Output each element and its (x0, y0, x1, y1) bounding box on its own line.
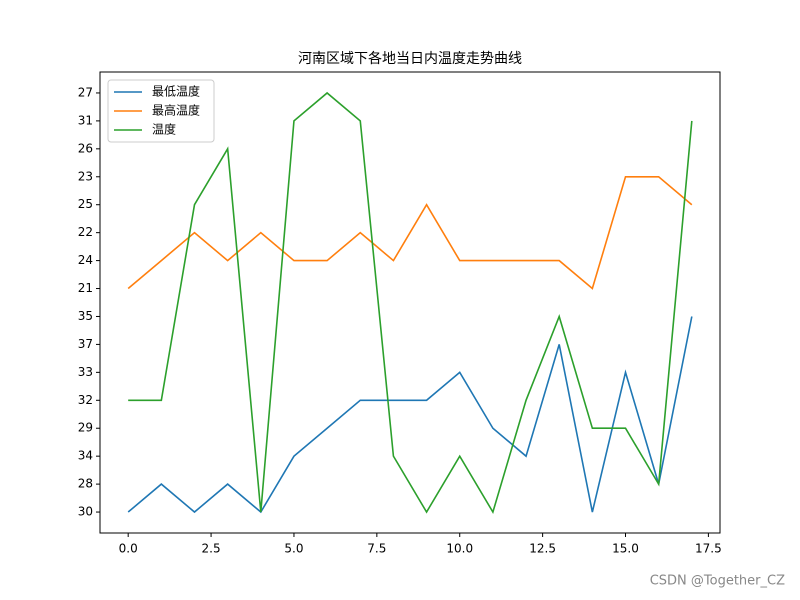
y-tick-label: 32 (78, 393, 93, 407)
series-line (128, 91, 693, 515)
x-tick-label: 10.0 (446, 542, 473, 556)
y-tick-label: 24 (78, 253, 93, 267)
y-tick-label: 27 (78, 85, 93, 99)
x-tick-label: 5.0 (284, 542, 303, 556)
y-tick-label: 22 (78, 225, 93, 239)
y-tick-label: 23 (78, 169, 93, 183)
x-tick-label: 12.5 (529, 542, 556, 556)
x-tick-label: 15.0 (612, 542, 639, 556)
x-tick-label: 2.5 (202, 542, 221, 556)
plot-frame (99, 71, 721, 534)
y-tick-label: 29 (78, 421, 93, 435)
y-tick-label: 25 (78, 197, 93, 211)
watermark: CSDN @Together_CZ (650, 574, 785, 589)
y-tick-label: 31 (78, 113, 93, 127)
x-tick-label: 0.0 (119, 542, 138, 556)
y-tick-label: 37 (78, 337, 93, 351)
legend-box (107, 79, 215, 143)
y-tick-label: 26 (78, 141, 93, 155)
legend-label: 最低温度 (152, 84, 200, 99)
x-tick-label: 17.5 (695, 542, 722, 556)
legend-label: 温度 (152, 122, 176, 137)
y-tick-label: 34 (78, 449, 93, 463)
y-tick-label: 30 (78, 505, 93, 519)
y-tick-label: 35 (78, 309, 93, 323)
legend-label: 最高温度 (152, 103, 200, 118)
series-line (127, 316, 693, 514)
y-tick-label: 28 (78, 477, 93, 491)
y-tick-label: 21 (78, 281, 93, 295)
series-line (127, 175, 693, 290)
y-tick-label: 33 (78, 365, 93, 379)
chart-title: 河南区域下各地当日内温度走势曲线 (298, 51, 522, 67)
x-tick-label: 7.5 (367, 542, 386, 556)
